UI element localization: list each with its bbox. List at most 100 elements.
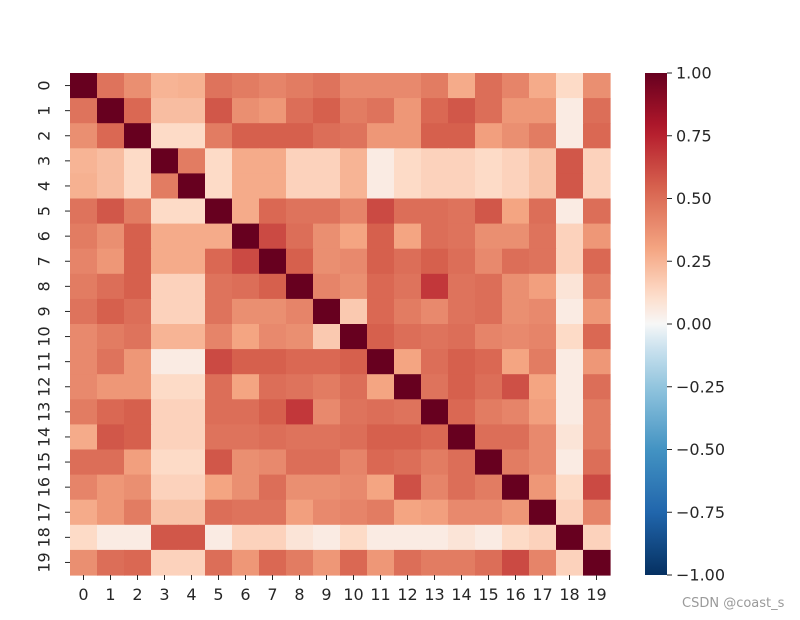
heatmap-cell	[529, 449, 557, 476]
heatmap-cell	[502, 399, 530, 425]
heatmap-cell	[502, 73, 530, 99]
heatmap-cell	[97, 399, 125, 425]
y-tick-label: 16	[35, 477, 54, 497]
heatmap-cell	[259, 524, 287, 551]
heatmap-cell	[286, 198, 314, 225]
y-tick-label: 18	[35, 527, 54, 547]
y-tick-label: 11	[35, 351, 54, 371]
heatmap-cell	[313, 248, 341, 275]
heatmap-cell	[475, 449, 503, 476]
heatmap-cell	[259, 399, 287, 425]
heatmap-cell	[529, 123, 557, 149]
x-tick-label: 0	[78, 585, 88, 604]
heatmap-cell	[178, 324, 206, 350]
heatmap-cell	[151, 223, 179, 250]
heatmap-cell	[529, 374, 557, 400]
heatmap-cell	[340, 223, 368, 250]
heatmap-cell	[124, 324, 152, 350]
heatmap-cell	[394, 449, 422, 476]
heatmap-cell	[367, 248, 395, 275]
heatmap-cell	[151, 549, 179, 576]
heatmap-cell	[340, 273, 368, 300]
heatmap-cell	[313, 148, 341, 174]
heatmap-cell	[583, 449, 611, 476]
heatmap-cell	[556, 73, 584, 99]
heatmap-cell	[340, 248, 368, 275]
heatmap-cell	[529, 73, 557, 99]
heatmap-cell	[232, 424, 260, 451]
heatmap-cell	[475, 173, 503, 200]
heatmap-cell	[286, 123, 314, 149]
heatmap-cell	[529, 549, 557, 576]
heatmap-cell	[232, 524, 260, 551]
heatmap-cell	[124, 298, 152, 325]
heatmap-cell	[448, 499, 476, 526]
heatmap-cell	[178, 298, 206, 325]
heatmap-cell	[70, 173, 98, 200]
heatmap-cell	[448, 324, 476, 350]
heatmap-cell	[529, 98, 557, 124]
x-tick-label: 5	[213, 585, 223, 604]
heatmap-cell	[529, 248, 557, 275]
heatmap-cell	[70, 123, 98, 149]
heatmap-cell	[583, 499, 611, 526]
heatmap-cell	[421, 98, 449, 124]
heatmap-cell	[259, 73, 287, 99]
heatmap-cell	[556, 248, 584, 275]
heatmap-cell	[340, 349, 368, 375]
heatmap-cell	[367, 198, 395, 225]
heatmap-cell	[340, 374, 368, 400]
heatmap-cell	[205, 324, 233, 350]
heatmap-cell	[394, 549, 422, 576]
heatmap-cell	[340, 549, 368, 576]
heatmap-cell	[259, 324, 287, 350]
colorbar-tick-label: −0.75	[676, 503, 725, 522]
heatmap-cell	[70, 424, 98, 451]
heatmap-cell	[70, 198, 98, 225]
heatmap-cell	[232, 324, 260, 350]
heatmap-cell	[151, 474, 179, 501]
heatmap-cell	[97, 449, 125, 476]
heatmap-cell	[529, 298, 557, 325]
heatmap-cell	[583, 349, 611, 375]
heatmap-cell	[205, 349, 233, 375]
heatmap-cell	[286, 349, 314, 375]
heatmap-cell	[448, 524, 476, 551]
heatmap-cell	[502, 324, 530, 350]
heatmap-cell	[124, 399, 152, 425]
heatmap-cell	[286, 273, 314, 300]
heatmap-cell	[286, 248, 314, 275]
heatmap-cell	[151, 524, 179, 551]
heatmap-cell	[259, 273, 287, 300]
heatmap-cell	[367, 324, 395, 350]
heatmap-cell	[286, 424, 314, 451]
heatmap-cell	[502, 449, 530, 476]
heatmap-cell	[313, 298, 341, 325]
heatmap-cell	[259, 499, 287, 526]
heatmap-cell	[259, 223, 287, 250]
heatmap-cell	[97, 248, 125, 275]
x-tick-label: 11	[370, 585, 390, 604]
heatmap-cell	[178, 524, 206, 551]
heatmap-cell	[448, 198, 476, 225]
heatmap-cell	[367, 524, 395, 551]
heatmap-cell	[259, 298, 287, 325]
heatmap-cell	[556, 474, 584, 501]
heatmap-cell	[340, 324, 368, 350]
heatmap-cell	[448, 223, 476, 250]
heatmap-cell	[151, 98, 179, 124]
heatmap-cell	[502, 273, 530, 300]
heatmap-cell	[367, 399, 395, 425]
x-tick-label: 18	[559, 585, 579, 604]
heatmap-cell	[475, 324, 503, 350]
heatmap-cell	[97, 123, 125, 149]
heatmap-cell	[178, 148, 206, 174]
heatmap-cell	[151, 123, 179, 149]
heatmap-cell	[448, 399, 476, 425]
heatmap-cell	[286, 524, 314, 551]
heatmap-cell	[421, 424, 449, 451]
heatmap-cell	[394, 248, 422, 275]
heatmap-cell	[448, 73, 476, 99]
